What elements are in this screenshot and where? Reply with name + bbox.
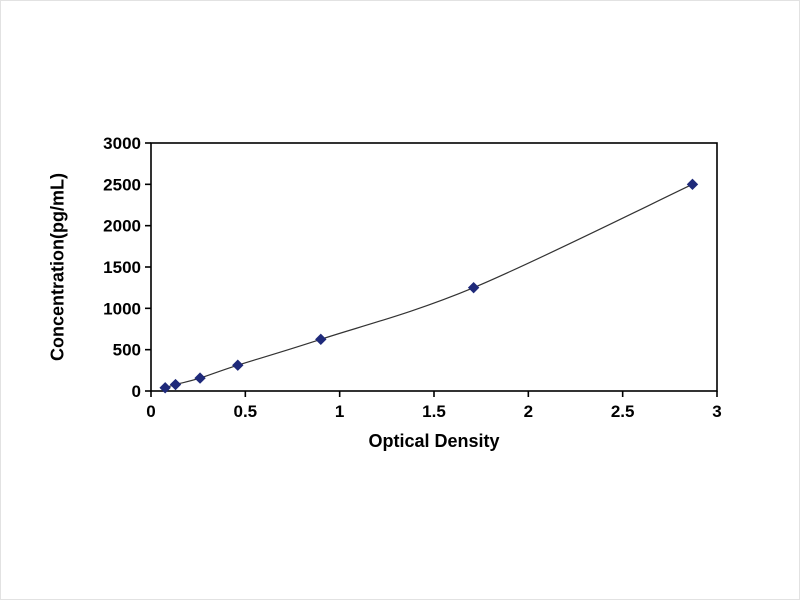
- x-axis-label: Optical Density: [368, 431, 500, 451]
- plot-border: [150, 142, 718, 392]
- y-tick-label: 1500: [103, 258, 141, 277]
- y-tick-label: 1000: [103, 299, 141, 318]
- y-axis-label: Concentration(pg/mL): [47, 173, 68, 361]
- x-tick-label: 2.5: [611, 402, 635, 421]
- x-tick-label: 1: [335, 402, 344, 421]
- y-tick-label: 2000: [103, 217, 141, 236]
- x-tick-label: 0: [146, 402, 155, 421]
- y-tick-label: 0: [132, 382, 141, 401]
- data-point-marker: [315, 333, 327, 346]
- data-point-marker: [686, 178, 699, 191]
- data-point-marker: [467, 281, 480, 294]
- x-tick-label: 1.5: [422, 402, 446, 421]
- x-tick-label: 2: [524, 402, 533, 421]
- x-tick-label: 3: [712, 402, 721, 421]
- data-point-marker: [232, 359, 244, 371]
- data-point-marker: [194, 372, 206, 384]
- data-point-marker: [169, 378, 182, 391]
- y-tick-label: 3000: [103, 134, 141, 153]
- y-tick-label: 2500: [103, 175, 141, 194]
- data-point-marker: [159, 382, 171, 394]
- y-tick-label: 500: [113, 341, 141, 360]
- series-line: [164, 183, 693, 389]
- x-tick-label: 0.5: [234, 402, 258, 421]
